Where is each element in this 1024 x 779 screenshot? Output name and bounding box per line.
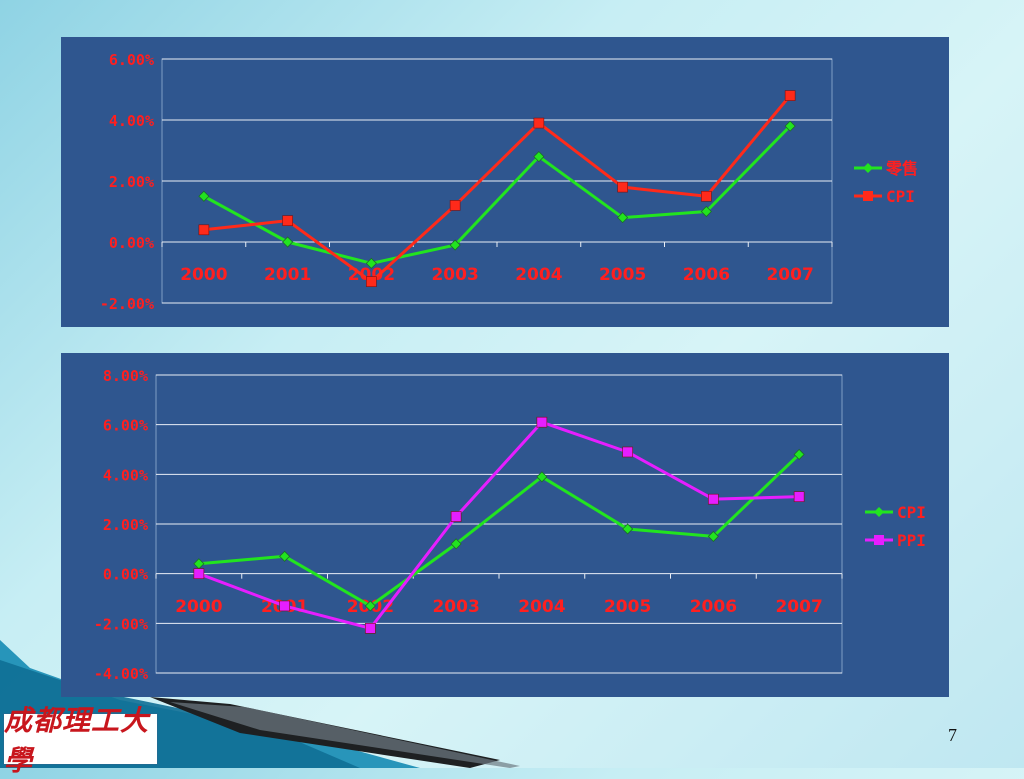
y-tick-label: 4.00% bbox=[103, 466, 148, 484]
chart-cpi-ppi: 8.00% 6.00% 4.00% 2.00% 0.00% -2.00% -4.00% 200… bbox=[61, 353, 949, 697]
x-tick-label: 2003 bbox=[431, 265, 478, 285]
y-tick-label: -2.00% bbox=[100, 295, 154, 313]
x-tick-label: 2003 bbox=[432, 597, 479, 617]
legend-label: PPI bbox=[897, 531, 926, 550]
y-tick-label: 8.00% bbox=[103, 367, 148, 385]
data-point bbox=[708, 493, 719, 505]
legend-marker bbox=[863, 191, 873, 201]
data-point bbox=[193, 568, 205, 579]
data-point bbox=[193, 558, 205, 570]
y-tick-label: 2.00% bbox=[103, 516, 148, 534]
data-point bbox=[700, 205, 712, 218]
series-line-0 bbox=[198, 453, 801, 608]
y-tick-label: 6.00% bbox=[109, 51, 154, 69]
data-point bbox=[198, 190, 210, 202]
data-point bbox=[364, 600, 376, 612]
x-tick-label: 2006 bbox=[690, 597, 737, 617]
data-point bbox=[784, 90, 796, 101]
series-line-1 bbox=[198, 420, 800, 630]
data-point bbox=[533, 151, 545, 163]
data-point bbox=[536, 471, 548, 483]
x-tick-label: 2000 bbox=[175, 597, 222, 617]
data-point bbox=[450, 511, 462, 522]
data-point bbox=[622, 523, 634, 535]
data-point bbox=[617, 212, 629, 224]
x-tick-label: 2006 bbox=[683, 265, 730, 285]
y-tick-label: -2.00% bbox=[94, 615, 148, 633]
y-tick-label: -4.00% bbox=[94, 665, 148, 683]
data-point bbox=[793, 491, 805, 502]
y-tick-label: 0.00% bbox=[109, 234, 154, 252]
data-point bbox=[622, 446, 633, 458]
y-tick-label: 0.00% bbox=[103, 566, 148, 584]
series-line-0 bbox=[203, 125, 792, 265]
y-tick-label: 2.00% bbox=[109, 173, 154, 191]
data-point bbox=[793, 448, 805, 461]
data-point bbox=[365, 622, 376, 634]
data-point bbox=[536, 416, 548, 428]
legend-marker bbox=[874, 507, 884, 517]
data-point bbox=[533, 117, 545, 129]
x-tick-label: 2007 bbox=[775, 597, 822, 617]
data-point bbox=[365, 257, 377, 269]
data-point bbox=[198, 224, 210, 236]
chart-retail-cpi: 6.00% 4.00% 2.00% 0.00% -2.00% 2000 2001 2002 20… bbox=[61, 37, 949, 327]
data-point bbox=[279, 600, 290, 612]
data-point bbox=[784, 120, 796, 132]
legend-label: 零售 bbox=[885, 159, 918, 178]
data-point bbox=[282, 236, 294, 248]
x-tick-label: 2005 bbox=[599, 265, 646, 285]
x-tick-label: 2004 bbox=[515, 265, 562, 285]
data-point bbox=[279, 550, 291, 562]
data-point bbox=[366, 276, 377, 287]
data-point bbox=[450, 538, 462, 550]
legend-label: CPI bbox=[886, 187, 915, 206]
y-tick-label: 4.00% bbox=[109, 112, 154, 130]
page-number: 7 bbox=[948, 725, 957, 745]
chart-cpi-ppi-svg: 8.00% 6.00% 4.00% 2.00% 0.00% -2.00% -4.00% 200… bbox=[94, 367, 926, 683]
legend-marker bbox=[874, 535, 884, 545]
data-point bbox=[707, 530, 719, 542]
chart-retail-cpi-svg: 6.00%4.00%2.00%0.00%-2.00%2000 2001 2002 20… bbox=[100, 51, 918, 313]
university-logo: 成都理工大學 bbox=[3, 704, 158, 777]
x-tick-label: 2004 bbox=[518, 597, 565, 617]
x-tick-label: 2007 bbox=[766, 265, 813, 285]
data-point bbox=[701, 190, 712, 202]
x-tick-label: 2001 bbox=[264, 265, 311, 285]
data-point bbox=[449, 239, 461, 251]
series-line-1 bbox=[203, 94, 792, 284]
x-tick-label: 2005 bbox=[604, 597, 651, 617]
data-point bbox=[449, 200, 461, 211]
x-tick-label: 2000 bbox=[180, 265, 227, 285]
y-tick-label: 6.00% bbox=[103, 417, 148, 435]
data-point bbox=[282, 215, 293, 226]
legend-label: CPI bbox=[897, 503, 926, 522]
legend-marker bbox=[863, 163, 873, 173]
data-point bbox=[617, 181, 628, 193]
